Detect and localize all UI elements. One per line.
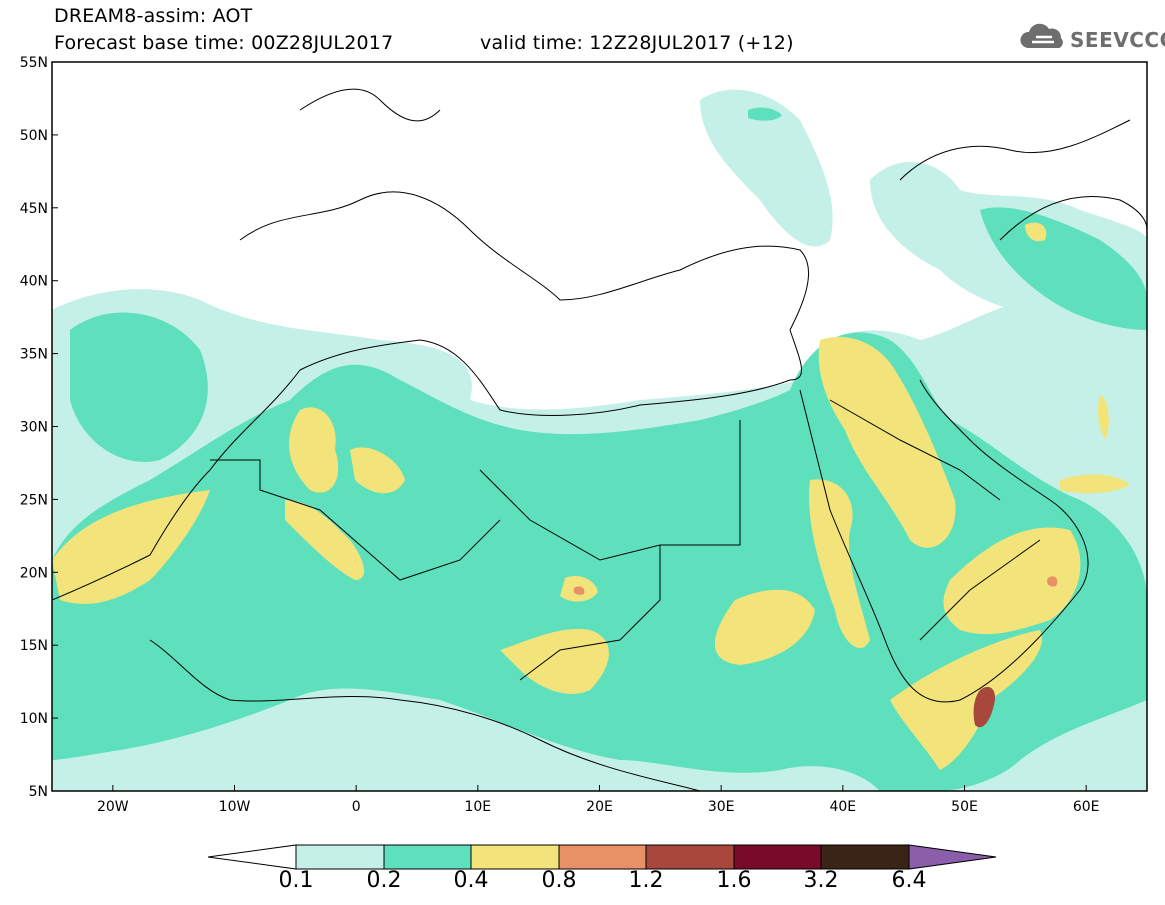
- cloud-icon: [1020, 23, 1063, 48]
- colorbar-label: 6.4: [891, 868, 927, 893]
- map-title: DREAM8-assim: AOT: [54, 5, 253, 27]
- aot-level-0.4-region: [1060, 474, 1130, 494]
- logo-text: SEEVCCC: [1070, 28, 1165, 52]
- colorbar: [207, 844, 997, 870]
- aot-level-0.8-region: [573, 586, 585, 595]
- colorbar-label: 0.4: [453, 868, 489, 893]
- aot-level-0.8-region: [1047, 576, 1058, 587]
- aot-level-0.4-region: [1025, 222, 1047, 242]
- forecast-base-time: Forecast base time: 00Z28JUL2017: [54, 32, 394, 54]
- coastlines: [52, 88, 1147, 791]
- aot-level-0.4-region: [714, 589, 815, 665]
- lon-label: 20W: [97, 799, 129, 815]
- aot-level-0.2-region: [70, 312, 208, 462]
- lat-label: 45N: [20, 201, 48, 217]
- colorbar-segment-0.8-1.2: [558, 844, 647, 870]
- aot-level-0.4-region: [52, 490, 210, 604]
- colorbar-label: 0.2: [366, 868, 402, 893]
- lon-label: 50E: [951, 799, 978, 815]
- longitude-axis: 20W 10W 0 10E 20E 30E 40E 50E 60E: [97, 785, 1100, 815]
- lat-label: 35N: [20, 347, 48, 363]
- lat-label: 30N: [20, 420, 48, 436]
- colorbar-label: 1.6: [716, 868, 752, 893]
- aot-level-0.4-region: [289, 407, 339, 493]
- lat-label: 25N: [20, 492, 48, 508]
- colorbar-label: 0.1: [278, 868, 314, 893]
- aot-level-0.4-region: [285, 500, 365, 580]
- seevccc-logo: SEEVCCC: [1018, 22, 1165, 62]
- colorbar-segment-0.4-0.8: [470, 844, 560, 870]
- colorbar-label: 3.2: [803, 868, 839, 893]
- lat-label: 20N: [20, 565, 48, 581]
- lon-label: 10E: [464, 799, 491, 815]
- lat-label: 55N: [20, 55, 48, 71]
- aot-field: [52, 88, 1147, 791]
- lon-label: 40E: [829, 799, 856, 815]
- lon-label: 30E: [708, 799, 735, 815]
- colorbar-segment-0.1-0.2: [295, 844, 385, 870]
- colorbar-segment-3.2-6.4: [820, 844, 910, 870]
- aot-level-0.4-region: [1098, 395, 1109, 440]
- aot-level-0.4-region: [809, 479, 870, 649]
- colorbar-low-extension: [207, 844, 297, 870]
- lat-label: 15N: [20, 638, 48, 654]
- aot-level-0.4-region: [943, 527, 1081, 635]
- aot-level-0.4-region: [350, 447, 405, 494]
- aot-level-0.2-region: [748, 107, 782, 121]
- aot-level-0.4-region: [890, 630, 1042, 770]
- lat-label: 5N: [29, 784, 48, 800]
- valid-time: valid time: 12Z28JUL2017 (+12): [480, 32, 794, 54]
- colorbar-label: 1.2: [628, 868, 664, 893]
- lon-label: 20E: [586, 799, 613, 815]
- lon-label: 60E: [1073, 799, 1100, 815]
- colorbar-high-extension: [908, 844, 997, 870]
- lat-label: 50N: [20, 128, 48, 144]
- lon-label: 0: [352, 799, 361, 815]
- aot-level-0.4-region: [818, 336, 956, 548]
- lat-label: 10N: [20, 711, 48, 727]
- colorbar-label: 0.8: [541, 868, 577, 893]
- lon-label: 10W: [219, 799, 251, 815]
- aot-level-0.1-region: [700, 89, 833, 247]
- aot-level-0.2-region: [980, 207, 1147, 330]
- colorbar-segment-1.6-3.2: [733, 844, 822, 870]
- aot-level-0.4-region: [500, 629, 609, 694]
- colorbar-segment-1.2-1.6: [645, 844, 735, 870]
- aot-level-1.2-region: [973, 686, 996, 728]
- colorbar-segment-0.2-0.4: [383, 844, 472, 870]
- lat-label: 40N: [20, 274, 48, 290]
- latitude-axis: 55N 50N 45N 40N 35N 30N 25N 20N 15N 10N 5N: [20, 55, 58, 800]
